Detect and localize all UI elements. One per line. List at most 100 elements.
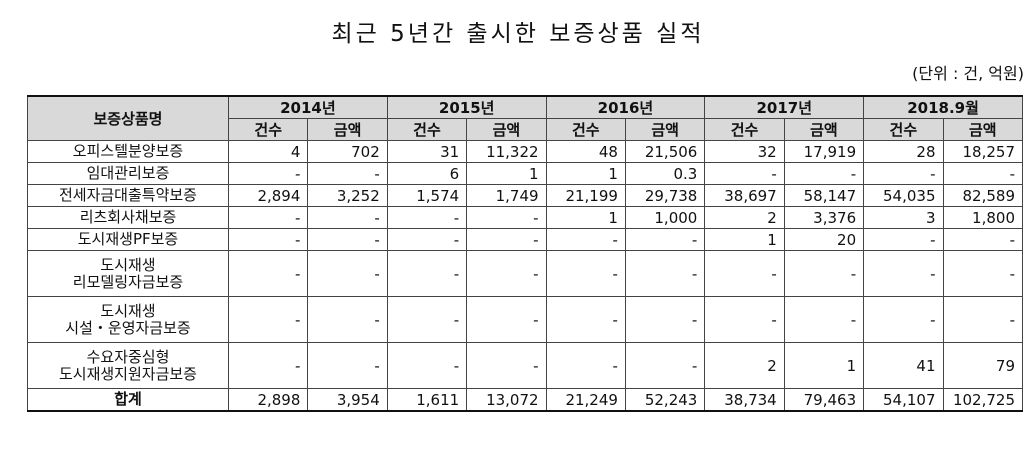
table-row: 전세자금대출특약보증 2,894 3,252 1,574 1,749 21,199 29,7… (27, 184, 1024, 207)
amount-cell: - (624, 296, 706, 343)
table-row: 리츠회사채보증 - - - -1 1,000 2 3,376 3 1,800 (27, 206, 1024, 229)
count-cell: 32 (704, 140, 785, 163)
amount-cell: 18,257 (942, 140, 1024, 163)
product-name-cell: 오피스텔분양보증 (27, 140, 229, 163)
count-cell: - (863, 250, 944, 297)
table-body: 오피스텔분양보증 4 702 31 11,322 48 21,506 32 17,919 28 18… (27, 140, 1024, 412)
amount-cell: 21,506 (624, 140, 706, 163)
amount-cell: - (307, 296, 388, 343)
count-cell: - (227, 162, 309, 185)
amount-cell: - (942, 228, 1024, 251)
count-cell: - (704, 162, 785, 185)
amount-cell: - (783, 296, 865, 343)
count-cell: 3 (863, 206, 944, 229)
count-cell: 1,574 (386, 184, 468, 207)
name-header: 보증상품명 (27, 95, 229, 141)
product-name-line: 시설・운영자금보증 (65, 318, 191, 337)
product-name-line: 도시재생지원자금보증 (58, 364, 197, 383)
count-cell: - (386, 342, 468, 389)
count-cell: 21,199 (545, 184, 626, 207)
table-row: 오피스텔분양보증 4 702 31 11,322 48 21,506 32 17,919 28 18… (27, 140, 1024, 163)
amount-cell: - (307, 250, 388, 297)
count-cell: - (863, 296, 944, 343)
product-name-line: 리모델링자금보증 (72, 272, 184, 291)
product-name-cell: 도시재생 시설・운영자금보증 (27, 296, 229, 343)
amount-cell: - (466, 296, 547, 343)
amount-cell: - (783, 250, 865, 297)
total-count-cell: 1,611 (386, 388, 468, 412)
amount-cell: 58,147 (783, 184, 865, 207)
count-cell: 2 (704, 206, 785, 229)
total-count-cell: 2,898 (227, 388, 309, 412)
amount-cell: 1,800 (942, 206, 1024, 229)
amount-header: 금액 (466, 118, 547, 141)
count-cell: 2,894 (227, 184, 309, 207)
unit-note: (단위 : 건, 억원) (912, 64, 1024, 83)
product-name-cell: 수요자중심형 도시재생지원자금보증 (27, 342, 229, 389)
count-cell: - (863, 228, 944, 251)
count-cell: - (386, 228, 468, 251)
count-cell: - (227, 342, 309, 389)
count-cell: 1 (704, 228, 785, 251)
year-header: 2016년 (545, 95, 706, 119)
product-name-cell: 도시재생PF보증 (27, 228, 229, 251)
amount-cell: - (466, 228, 547, 251)
count-cell: - (545, 250, 626, 297)
table-row: 수요자중심형 도시재생지원자금보증 - - - - - -2 1 41 79 (27, 342, 1024, 389)
product-name-line: 도시재생 (100, 301, 156, 320)
amount-cell: 3,376 (783, 206, 865, 229)
product-name-line: 리츠회사채보증 (79, 208, 177, 226)
amount-cell: 29,738 (624, 184, 706, 207)
count-cell: - (704, 250, 785, 297)
count-cell: - (227, 296, 309, 343)
product-name-cell: 임대관리보증 (27, 162, 229, 185)
amount-cell: - (307, 342, 388, 389)
count-cell: - (545, 228, 626, 251)
total-amount-cell: 3,954 (307, 388, 388, 412)
count-cell: - (386, 250, 468, 297)
product-name-cell: 도시재생 리모델링자금보증 (27, 250, 229, 297)
amount-cell: - (942, 296, 1024, 343)
count-cell: - (227, 206, 309, 229)
total-amount-cell: 79,463 (783, 388, 865, 412)
table-row: 도시재생PF보증 - - - - - -1 20- - (27, 228, 1024, 251)
total-count-cell: 54,107 (863, 388, 944, 412)
amount-cell: - (942, 162, 1024, 185)
count-cell: 2 (704, 342, 785, 389)
year-header: 2018.9월 (863, 95, 1023, 119)
product-name-line: 전세자금대출특약보증 (58, 186, 197, 204)
amount-cell: - (624, 342, 706, 389)
count-cell: - (704, 296, 785, 343)
count-cell: 48 (545, 140, 626, 163)
amount-cell: 11,322 (466, 140, 547, 163)
year-header-row: 보증상품명 2014년 2015년 2016년 2017년 2018.9월 (27, 95, 1023, 141)
product-name-cell: 전세자금대출특약보증 (27, 184, 229, 207)
amount-header: 금액 (624, 118, 706, 141)
amount-header: 금액 (307, 118, 388, 141)
total-row: 합계 2,898 3,954 1,611 13,072 21,249 52,243 38,73… (27, 388, 1024, 412)
count-header: 건수 (227, 118, 309, 141)
count-cell: 28 (863, 140, 944, 163)
amount-cell: 79 (942, 342, 1024, 389)
count-cell: - (227, 250, 309, 297)
count-cell: 31 (386, 140, 468, 163)
amount-cell: 702 (307, 140, 388, 163)
total-amount-cell: 102,725 (942, 388, 1024, 412)
count-cell: 6 (386, 162, 468, 185)
count-cell: - (863, 162, 944, 185)
count-cell: - (545, 296, 626, 343)
amount-cell: 82,589 (942, 184, 1024, 207)
count-cell: 41 (863, 342, 944, 389)
amount-cell: 1,749 (466, 184, 547, 207)
count-cell: 54,035 (863, 184, 944, 207)
product-name-line: 도시재생PF보증 (77, 230, 179, 248)
product-name-line: 오피스텔분양보증 (72, 142, 184, 160)
page-title: 최근 5년간 출시한 보증상품 실적 (331, 21, 705, 47)
table-row: 임대관리보증 - -6 1 1 0.3- - - - (27, 162, 1024, 185)
count-cell: 1 (545, 162, 626, 185)
product-name-cell: 리츠회사채보증 (27, 206, 229, 229)
total-count-cell: 21,249 (545, 388, 626, 412)
total-amount-cell: 52,243 (624, 388, 706, 412)
amount-cell: - (942, 250, 1024, 297)
count-cell: - (386, 296, 468, 343)
